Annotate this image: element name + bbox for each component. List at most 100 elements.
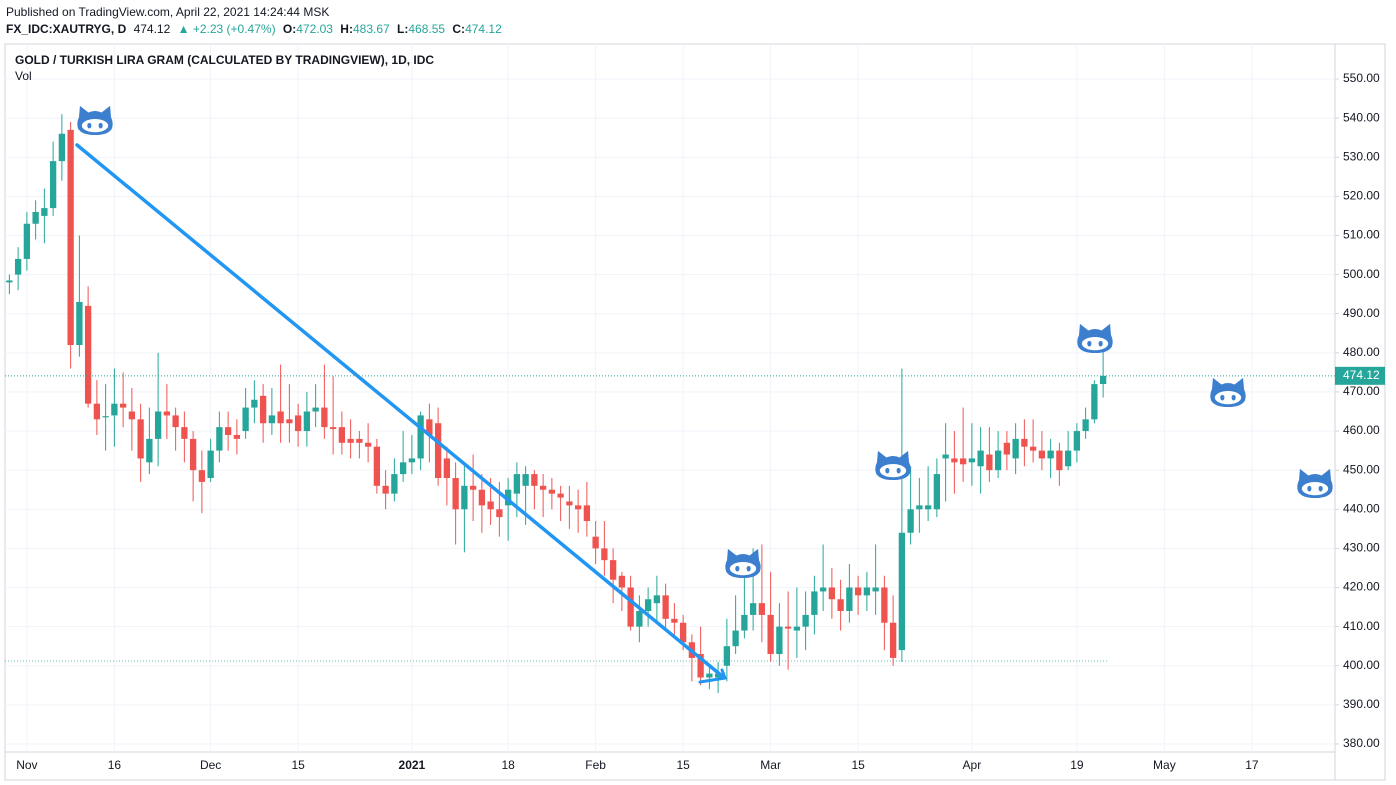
candle-body [233, 434, 241, 439]
candle-body [557, 493, 564, 498]
candle-body [399, 462, 407, 475]
candle-body [994, 450, 1002, 471]
candle-body [6, 280, 13, 283]
close-label: C: [452, 22, 466, 36]
candle-body [1038, 450, 1046, 459]
candle-body [251, 399, 258, 408]
candle-body [84, 305, 92, 404]
y-tick-label: 460.00 [1343, 423, 1380, 437]
candle-body [644, 599, 652, 611]
candle-body [819, 587, 827, 592]
candle-body [854, 587, 862, 596]
x-tick-label: Apr [963, 758, 982, 772]
candle-body [137, 419, 144, 459]
candle-body [216, 427, 223, 451]
candle-body [959, 458, 967, 465]
candle-body [662, 595, 669, 619]
y-tick-label: 400.00 [1343, 658, 1380, 672]
y-tick-label: 390.00 [1343, 697, 1380, 711]
published-line: Published on TradingView.com, April 22, … [6, 5, 330, 19]
candle-body [697, 654, 704, 678]
x-tick-label: 17 [1245, 758, 1259, 772]
candle-body [671, 618, 678, 623]
open-label: O: [282, 22, 297, 36]
candle-body [128, 411, 136, 420]
quote-line: FX_IDC:XAUTRYG, D 474.12 ▲ +2.23 (+0.47%… [6, 21, 506, 38]
candle-body [478, 489, 486, 506]
candle-body [347, 438, 354, 443]
candle-body [14, 258, 22, 275]
y-tick-label: 520.00 [1343, 189, 1380, 203]
candle-body [566, 501, 573, 506]
candle-body [1021, 438, 1028, 447]
candle-body [889, 622, 897, 658]
candle-body [828, 587, 836, 600]
candle-body [461, 485, 468, 510]
y-tick-label: 410.00 [1343, 619, 1380, 633]
x-tick-label: May [1153, 758, 1176, 772]
candle-body [286, 419, 293, 424]
y-tick-label: 380.00 [1343, 736, 1380, 750]
candle-body [1012, 438, 1019, 459]
x-tick-label: Feb [585, 758, 606, 772]
y-tick-label: 440.00 [1343, 501, 1380, 515]
candle-body [58, 133, 66, 162]
x-tick-label: Nov [16, 758, 37, 772]
candle-body [426, 419, 433, 435]
candle-body [1082, 419, 1089, 432]
candle-body [102, 416, 109, 418]
candle-body [924, 505, 932, 510]
candle-body [714, 673, 722, 678]
candle-body [907, 509, 914, 533]
x-tick-label: 19 [1070, 758, 1084, 772]
x-tick-label: 16 [108, 758, 122, 772]
candle-body [986, 454, 993, 471]
candle-body [749, 603, 757, 615]
candle-body [837, 599, 844, 611]
candle-body [198, 470, 206, 482]
candle-body [977, 450, 984, 467]
candle-body [434, 423, 442, 478]
candle-body [793, 626, 801, 631]
candle-body [303, 411, 311, 432]
y-tick-label: 530.00 [1343, 149, 1380, 163]
octocat-icon [725, 548, 761, 579]
candle-body [618, 575, 626, 588]
open-value: 472.03 [296, 22, 333, 36]
candle-body [49, 161, 57, 209]
candle-body [487, 501, 494, 510]
grid [5, 44, 1335, 752]
x-tick-label: 15 [851, 758, 865, 772]
candle-body [452, 477, 459, 510]
price-change: ▲ +2.23 (+0.47%) [177, 22, 276, 36]
candle-body [111, 403, 118, 416]
candle-body [548, 489, 556, 494]
candle-body [76, 301, 83, 345]
candle-body [154, 411, 162, 439]
y-tick-label: 540.00 [1343, 110, 1380, 124]
candle-body [189, 438, 197, 471]
candle-body [592, 536, 599, 549]
candle-body [356, 438, 363, 443]
candle-body [601, 548, 608, 561]
candles [6, 114, 1107, 694]
x-tick-label: Dec [200, 758, 221, 772]
header: Published on TradingView.com, April 22, … [6, 4, 506, 38]
candle-body [408, 458, 416, 463]
candle-body [338, 427, 346, 443]
candle-body [93, 403, 101, 420]
candle-body [1056, 450, 1063, 471]
low-value: 468.55 [408, 22, 446, 36]
candle-body [163, 411, 171, 416]
candle-body [968, 458, 976, 463]
y-tick-label: 480.00 [1343, 345, 1380, 359]
low-label: L: [397, 22, 409, 36]
candle-body [933, 474, 941, 510]
candle-body [1029, 446, 1037, 451]
candle-body [513, 474, 521, 494]
y-tick-label: 490.00 [1343, 306, 1380, 320]
candle-body [942, 454, 949, 459]
candle-body [872, 587, 879, 592]
